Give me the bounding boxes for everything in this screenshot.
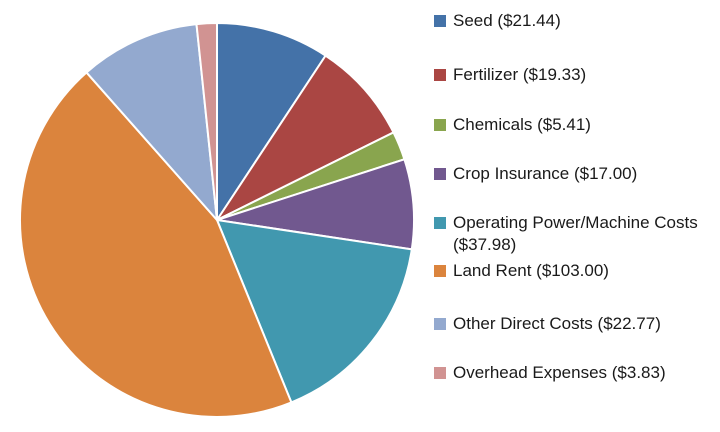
legend-label: Chemicals ($5.41) — [453, 115, 591, 134]
legend-swatch — [434, 69, 446, 81]
legend-swatch — [434, 217, 446, 229]
legend-item: Seed ($21.44) — [434, 10, 708, 32]
pie-chart — [19, 21, 415, 418]
legend-label: Land Rent ($103.00) — [453, 261, 609, 280]
legend-item: Overhead Expenses ($3.83) — [434, 362, 708, 384]
legend-item: Land Rent ($103.00) — [434, 260, 708, 282]
legend-label: Fertilizer ($19.33) — [453, 65, 587, 84]
legend-swatch — [434, 15, 446, 27]
legend-label: Overhead Expenses ($3.83) — [453, 363, 666, 382]
legend-item: Crop Insurance ($17.00) — [434, 163, 708, 185]
legend-item: Fertilizer ($19.33) — [434, 64, 708, 86]
pie-slice-2 — [214, 54, 395, 223]
legend: Seed ($21.44) Fertilizer ($19.33) Chemical… — [434, 0, 720, 432]
pie-slice-6 — [19, 71, 293, 418]
legend-swatch — [434, 119, 446, 131]
legend-label: Other Direct Costs ($22.77) — [453, 314, 661, 333]
legend-swatch — [434, 318, 446, 330]
legend-item: Chemicals ($5.41) — [434, 114, 708, 136]
legend-swatch — [434, 168, 446, 180]
legend-swatch — [434, 265, 446, 277]
pie-slice-8 — [195, 21, 218, 221]
legend-label: Seed ($21.44) — [453, 11, 561, 30]
pie-slice-5 — [215, 218, 413, 404]
legend-item: Operating Power/Machine Costs ($37.98) — [434, 212, 708, 256]
pie-slice-1 — [216, 21, 327, 224]
legend-label: Crop Insurance ($17.00) — [453, 164, 638, 183]
legend-item: Other Direct Costs ($22.77) — [434, 313, 708, 335]
legend-label: Operating Power/Machine Costs ($37.98) — [453, 213, 698, 254]
pie-slice-7 — [85, 22, 219, 224]
legend-swatch — [434, 367, 446, 379]
